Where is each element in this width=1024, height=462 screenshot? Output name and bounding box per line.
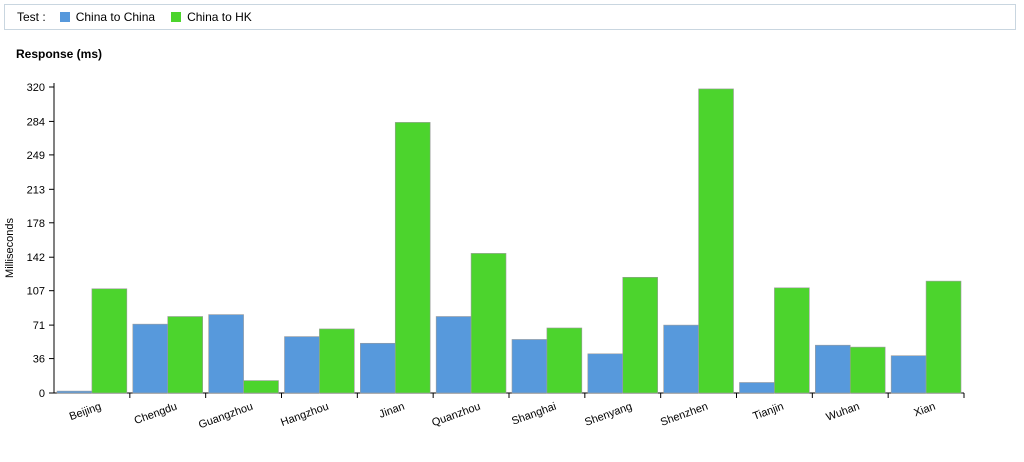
bar-china-to-hk-guangzhou[interactable] bbox=[243, 380, 279, 394]
bar-china-to-china-hangzhou[interactable] bbox=[284, 336, 320, 394]
x-tick-label: Hangzhou bbox=[279, 401, 330, 429]
bar-china-to-hk-chengdu[interactable] bbox=[167, 316, 203, 394]
y-tick-label: 213 bbox=[27, 184, 45, 196]
x-tick-label: Chengdu bbox=[133, 401, 179, 428]
legend-swatch-china-to-china bbox=[59, 12, 70, 22]
bar-china-to-hk-shenzhen[interactable] bbox=[698, 88, 734, 394]
bar-china-to-china-shenzhen[interactable] bbox=[663, 324, 699, 394]
x-tick-label: Tianjin bbox=[751, 401, 785, 423]
legend-swatch-china-to-hk bbox=[171, 12, 182, 22]
bar-china-to-hk-quanzhou[interactable] bbox=[470, 253, 507, 394]
bar-china-to-hk-shanghai[interactable] bbox=[546, 327, 583, 394]
legend-item-china-to-china[interactable]: China to China bbox=[59, 10, 156, 24]
x-tick-label: Shenzhen bbox=[659, 401, 710, 429]
legend-title: Test : bbox=[17, 10, 46, 24]
y-tick-label: 107 bbox=[27, 286, 45, 298]
legend-label-china-to-china: China to China bbox=[75, 10, 156, 24]
bar-china-to-hk-hangzhou[interactable] bbox=[319, 328, 355, 394]
y-tick-label: 0 bbox=[39, 388, 45, 400]
bar-china-to-hk-wuhan[interactable] bbox=[849, 346, 886, 394]
x-tick-label: Quanzhou bbox=[430, 401, 482, 430]
bar-china-to-china-xian[interactable] bbox=[890, 355, 927, 394]
bar-china-to-china-jinan[interactable] bbox=[360, 342, 396, 394]
legend-item-china-to-hk[interactable]: China to HK bbox=[171, 10, 252, 24]
y-tick-label: 320 bbox=[27, 82, 45, 94]
x-tick-label: Xian bbox=[912, 401, 937, 420]
x-tick-label: Shenyang bbox=[583, 401, 634, 429]
legend-label-china-to-hk: China to HK bbox=[187, 10, 252, 24]
bar-china-to-hk-jinan[interactable] bbox=[394, 122, 431, 394]
bar-china-to-china-tianjin[interactable] bbox=[739, 382, 775, 394]
y-tick-label: 178 bbox=[27, 218, 45, 230]
x-tick-label: Beijing bbox=[68, 401, 103, 424]
bar-china-to-china-guangzhou[interactable] bbox=[208, 314, 244, 394]
x-tick-label: Wuhan bbox=[825, 401, 862, 424]
bar-china-to-china-chengdu[interactable] bbox=[132, 323, 169, 394]
bar-china-to-china-shenyang[interactable] bbox=[587, 353, 624, 394]
x-tick-label: Guangzhou bbox=[197, 401, 255, 432]
legend-bar: Test : China to China China to HK bbox=[4, 4, 1016, 30]
y-tick-label: 284 bbox=[27, 116, 45, 128]
y-axis-label: Milliseconds bbox=[4, 218, 16, 278]
y-tick-label: 249 bbox=[27, 150, 45, 162]
bar-china-to-hk-beijing[interactable] bbox=[91, 288, 128, 394]
bar-china-to-hk-xian[interactable] bbox=[925, 280, 962, 394]
chart-title: Response (ms) bbox=[16, 47, 103, 61]
y-tick-label: 36 bbox=[33, 354, 45, 366]
bar-china-to-china-shanghai[interactable] bbox=[511, 339, 548, 394]
bar-china-to-hk-tianjin[interactable] bbox=[774, 287, 810, 394]
x-tick-label: Jinan bbox=[377, 401, 406, 421]
y-tick-label: 142 bbox=[27, 252, 45, 264]
bar-china-to-china-beijing[interactable] bbox=[56, 390, 93, 394]
bar-china-to-hk-shenyang[interactable] bbox=[622, 276, 658, 394]
y-tick-label: 71 bbox=[33, 320, 45, 332]
x-tick-label: Shanghai bbox=[510, 401, 558, 428]
bar-china-to-china-wuhan[interactable] bbox=[815, 344, 851, 394]
bar-china-to-china-quanzhou[interactable] bbox=[435, 316, 472, 394]
